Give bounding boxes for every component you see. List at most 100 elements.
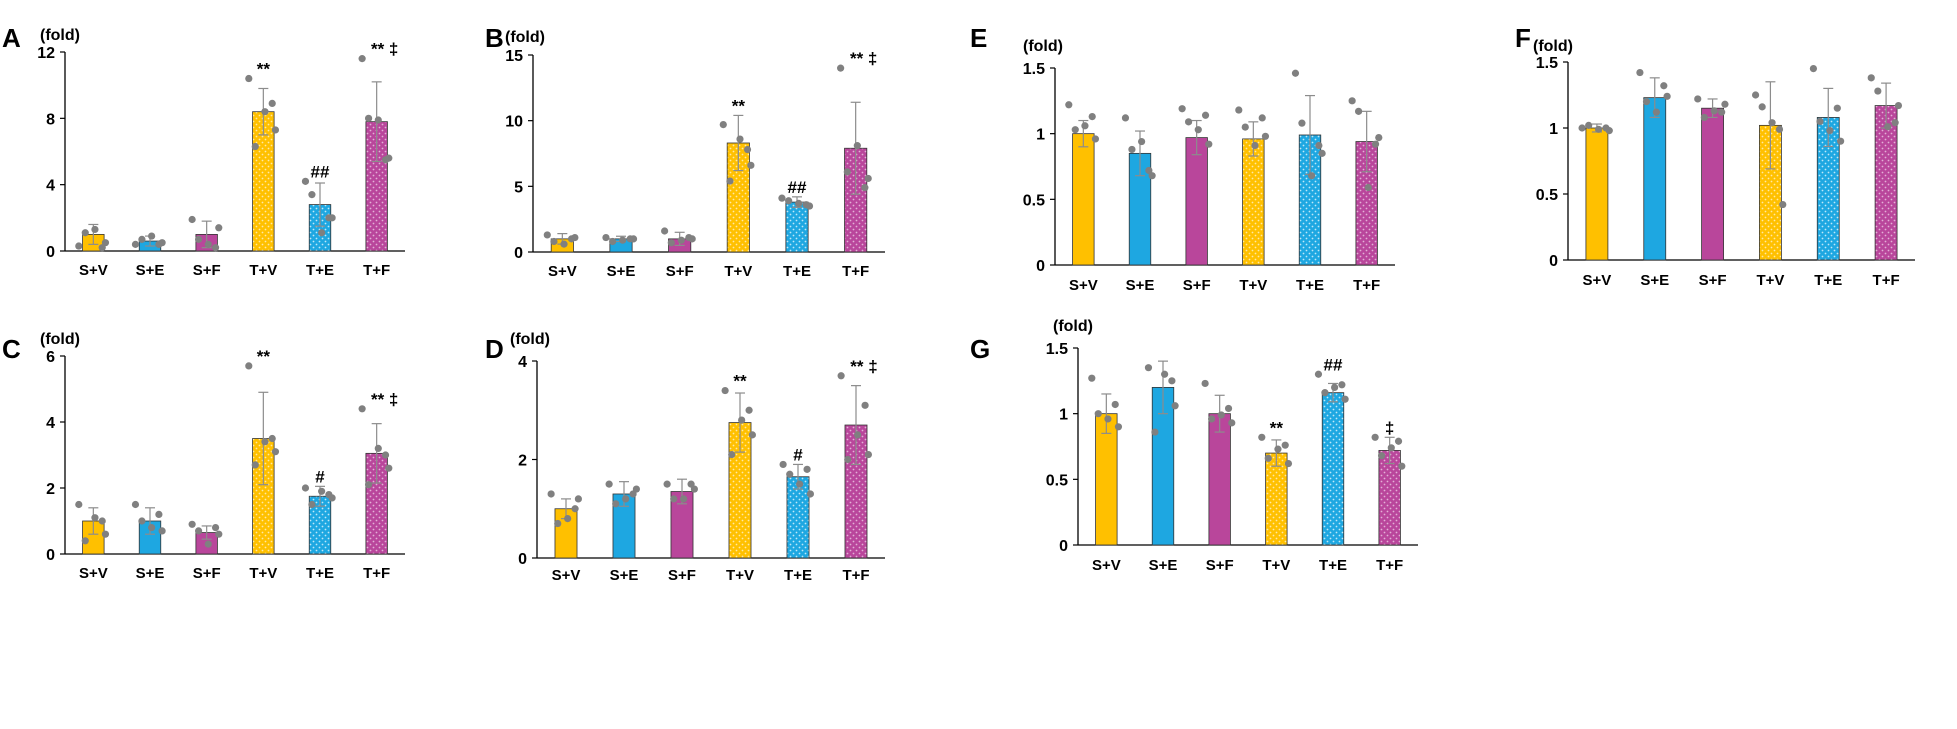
panel-g-data-point [1144, 364, 1153, 372]
panel-a-significance-label: ** ‡ [371, 40, 398, 59]
panel-f-data-point [1578, 124, 1586, 132]
panel-g-data-point [1207, 415, 1216, 423]
panel-a-data-point [194, 235, 203, 243]
panel-d-ytick-label: 0 [518, 551, 527, 568]
panel-b-category-label: S+F [666, 263, 694, 280]
panel-c-ytick-label: 0 [46, 547, 55, 564]
panel-c-significance-label: # [315, 467, 325, 486]
panel-e-unit-label: (fold) [1023, 38, 1063, 55]
panel-g-label: G [970, 334, 990, 364]
panel-e-data-point [1318, 149, 1326, 157]
panel-e-data-point [1065, 101, 1073, 109]
panel-b-ytick-label: 5 [514, 179, 523, 196]
panel-a-category-label: T+F [363, 262, 390, 279]
panel-f-category-label: T+F [1873, 272, 1900, 289]
panel-e-ytick-label: 1 [1036, 127, 1045, 144]
panel-g-ytick-label: 0.5 [1046, 472, 1068, 489]
panel-b: B (fold) 0 5 10 15 S+V S+E S+F T+V ** T+E ## T+F ** ‡ [485, 23, 885, 280]
panel-e-category-label: T+F [1353, 277, 1380, 294]
panel-d-data-point [738, 416, 746, 424]
panel-g-data-point [1088, 374, 1096, 382]
panel-d-data-point [837, 372, 845, 380]
panel-c-data-point [251, 461, 259, 469]
panel-b-ytick-label: 10 [505, 114, 523, 131]
panel-e-data-point [1241, 123, 1249, 131]
panel-c-data-point [194, 527, 203, 535]
panel-c-data-point [261, 438, 269, 446]
panel-c-data-point [101, 530, 110, 538]
panel-a-unit-label: (fold) [40, 27, 80, 44]
panel-e-data-point [1348, 97, 1356, 105]
panel-f-data-point [1710, 107, 1718, 115]
panel-c-label: C [2, 334, 21, 364]
panel-c-category-label: S+F [193, 565, 221, 582]
panel-b-data-point [677, 236, 685, 244]
panel-g-significance-label: ‡ [1385, 418, 1394, 437]
panel-d-data-point [861, 401, 869, 409]
panel-f-data-point [1758, 103, 1766, 111]
panel-e-data-point [1375, 134, 1383, 142]
panel-a-data-point [211, 244, 220, 252]
panel-f-data-point [1663, 92, 1671, 100]
panel-b-data-point [602, 233, 610, 242]
panel-d-data-point [786, 470, 794, 478]
panel-e-bar [1185, 137, 1208, 266]
panel-b-data-point [785, 197, 793, 205]
panel-g-data-point [1338, 381, 1346, 389]
panel-a-data-point [301, 177, 310, 185]
panel-g-ytick-label: 1.5 [1046, 341, 1068, 358]
panel-g-ytick-label: 0 [1059, 538, 1068, 555]
panel-d-data-point [574, 495, 582, 503]
panel-d-data-point [728, 450, 736, 459]
panel-b-ytick-label: 15 [505, 48, 523, 65]
panel-g-data-point [1321, 389, 1329, 397]
panel-e-data-point [1121, 114, 1130, 122]
panel-f-data-point [1809, 65, 1818, 73]
panel-a-data-point [188, 215, 196, 224]
panel-e-data-point [1261, 132, 1270, 140]
panel-g-category-label: S+F [1206, 557, 1234, 574]
panel-c-ytick-label: 6 [46, 349, 55, 366]
panel-a-category-label: S+V [79, 262, 108, 279]
panel-f-data-point [1837, 137, 1845, 145]
panel-c-significance-label: ** [257, 347, 271, 366]
panel-b-category-label: T+V [724, 263, 752, 280]
panel-c-category-label: S+V [79, 565, 108, 582]
panel-e-data-point [1291, 69, 1300, 77]
panel-a-data-point [98, 244, 106, 252]
panel-a: A (fold) 0 4 8 12 S+V S+E S+F T+V ** T+E ## T+F ** ‡ [2, 23, 405, 279]
panel-b-significance-label: ** [732, 96, 746, 115]
panel-b-data-point [778, 194, 786, 202]
panel-g-data-point [1377, 452, 1386, 460]
panel-g-data-point [1228, 419, 1236, 427]
panel-g-data-point [1281, 441, 1289, 449]
panel-c-ytick-label: 4 [46, 415, 55, 432]
panel-c-data-point [98, 517, 106, 525]
panel-f-ytick-label: 0 [1549, 253, 1558, 270]
panel-e-data-point [1354, 107, 1363, 115]
panel-d-data-point [844, 455, 852, 464]
panel-c-category-label: S+E [136, 565, 165, 582]
panel-c-unit-label: (fold) [40, 331, 80, 348]
panel-g-data-point [1398, 462, 1406, 470]
panel-e-data-point [1071, 126, 1079, 134]
panel-d-unit-label: (fold) [510, 331, 550, 348]
panel-f-ytick-label: 1.5 [1536, 55, 1558, 72]
panel-g-data-point [1171, 402, 1179, 410]
panel-d-data-point [622, 495, 630, 503]
panel-a-ytick-label: 0 [46, 244, 55, 261]
panel-a-significance-label: ** [257, 60, 271, 79]
panel-a-category-label: T+E [306, 262, 334, 279]
panel-g-data-point [1341, 395, 1349, 403]
panel-e-data-point [1138, 137, 1146, 146]
panel-g-data-point [1284, 459, 1293, 468]
panel-f-label: F [1515, 23, 1531, 53]
panel-c-data-point [158, 527, 166, 535]
panel-g-data-point [1151, 428, 1159, 436]
panel-f-data-point [1642, 98, 1651, 106]
panel-c-category-label: T+F [363, 565, 390, 582]
panel-g-data-point [1161, 370, 1169, 378]
panel-d-data-point [687, 480, 695, 488]
panel-e-data-point [1194, 126, 1202, 134]
panel-e-category-label: T+E [1296, 277, 1324, 294]
